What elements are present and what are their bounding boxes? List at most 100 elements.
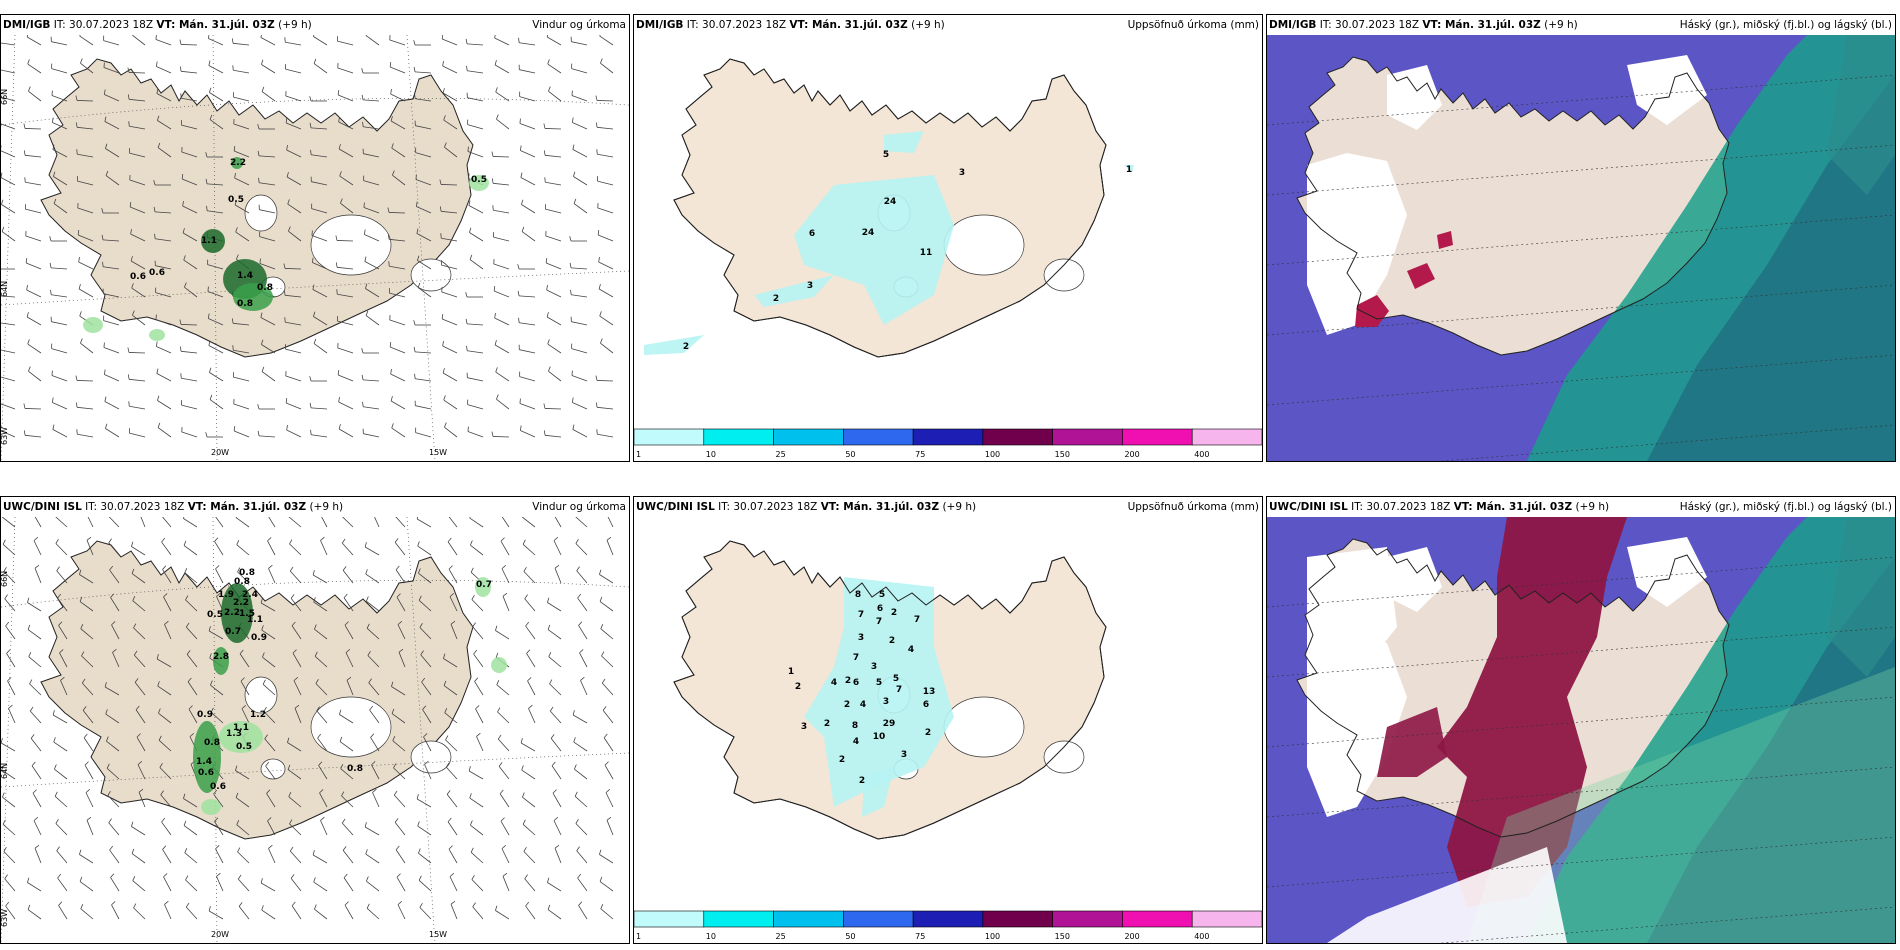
wind-barb — [365, 283, 380, 298]
wind-barb — [415, 201, 432, 214]
wind-barb — [492, 232, 510, 242]
wind-barb — [77, 229, 94, 242]
wind-barb — [314, 624, 328, 640]
precip-value-label: 2.2 — [233, 598, 249, 608]
wind-barb — [390, 116, 406, 130]
lon-label: 20W — [211, 448, 229, 457]
precip-value-label: 24 — [884, 197, 897, 207]
wind-barb — [261, 339, 276, 354]
precip-value-label: 3 — [901, 750, 907, 760]
map-panel-wind-1: DMI/IGB IT: 30.07.2023 18Z VT: Mán. 31.j… — [0, 14, 630, 462]
panel-header: UWC/DINI ISL IT: 30.07.2023 18Z VT: Mán.… — [1, 497, 629, 517]
panel-model: UWC/DINI ISL — [636, 501, 715, 513]
wind-barb — [236, 540, 250, 556]
wind-barb — [283, 290, 302, 298]
wind-barb — [546, 35, 562, 46]
wind-barb — [598, 257, 614, 270]
precip-value-label: 0.8 — [257, 283, 273, 293]
panel-run-info: DMI/IGB IT: 30.07.2023 18Z VT: Mán. 31.j… — [3, 15, 312, 35]
wind-barb — [241, 705, 250, 724]
colorbar-label: 150 — [1055, 450, 1070, 459]
precip-value-label: 6 — [809, 229, 815, 239]
wind-barb — [372, 788, 380, 808]
panel-vt: VT: Mán. 31.júl. 03Z — [1453, 501, 1573, 513]
wind-barb — [391, 143, 406, 158]
wind-barb — [185, 622, 198, 640]
precip-value-label: 0.7 — [225, 627, 241, 637]
wind-barb — [339, 709, 354, 724]
precip-value-label: 0.6 — [210, 782, 226, 792]
precip-value-label: 0.8 — [239, 568, 255, 578]
wind-barb — [188, 705, 198, 724]
wind-barb — [554, 844, 562, 864]
wind-barb — [205, 178, 224, 186]
wind-barb — [496, 680, 510, 696]
wind-barb — [138, 788, 146, 808]
wind-barb — [521, 226, 536, 242]
wind-barb — [366, 596, 380, 612]
wind-barb — [599, 311, 614, 326]
wind-barb — [494, 60, 510, 74]
wind-barb — [449, 593, 458, 612]
precip-area — [83, 317, 103, 333]
wind-barb — [285, 371, 302, 382]
wind-barb — [466, 65, 484, 74]
wind-barb — [468, 200, 484, 214]
wind-barb — [33, 817, 42, 836]
wind-barb — [259, 231, 276, 242]
wind-barb — [315, 678, 328, 696]
wind-barb — [362, 401, 380, 410]
wind-barb — [366, 876, 380, 892]
wind-barb — [339, 171, 354, 186]
wind-barb — [180, 373, 198, 382]
wind-barb — [105, 709, 120, 724]
wind-barb — [319, 789, 328, 808]
wind-barb — [493, 285, 510, 298]
wind-barb — [261, 59, 276, 74]
precip-value-label: 1.4 — [196, 757, 212, 767]
wind-barb — [448, 517, 458, 528]
wind-barb — [260, 878, 276, 892]
lat-label: 66N — [1, 571, 9, 587]
wind-barb — [362, 148, 380, 158]
wind-barb — [548, 86, 562, 102]
wind-barb — [34, 517, 42, 528]
wind-barb — [573, 737, 588, 752]
wind-barb — [185, 902, 198, 920]
wind-barb — [337, 89, 354, 102]
wind-barb — [289, 846, 302, 864]
wind-barb — [180, 93, 198, 102]
wind-barb — [179, 319, 198, 326]
wind-barb — [105, 170, 120, 186]
wind-barb — [183, 793, 198, 808]
wind-barb — [441, 313, 458, 326]
colorbar-segment — [982, 910, 1053, 928]
wind-barb — [155, 61, 172, 74]
wind-barb — [494, 35, 510, 46]
wind-barb — [502, 872, 510, 892]
wind-barb — [158, 735, 172, 752]
wind-barb — [465, 318, 484, 326]
map-panel-cloud-1: DMI/IGB IT: 30.07.2023 18Z VT: Mán. 31.j… — [1266, 14, 1896, 462]
wind-barb — [207, 259, 224, 270]
wind-barb — [112, 648, 120, 668]
wind-barb — [442, 88, 458, 102]
wind-barb — [1, 322, 16, 326]
map-canvas — [1267, 35, 1895, 461]
wind-barb — [102, 288, 120, 298]
wind-barb — [81, 651, 94, 668]
wind-barb — [604, 761, 614, 780]
wind-barb — [284, 37, 302, 46]
precip-value-label: 7 — [858, 610, 864, 620]
wind-barb — [519, 91, 536, 102]
wind-barb — [492, 205, 510, 214]
wind-barb — [601, 651, 614, 668]
colorbar-label: 150 — [1055, 932, 1070, 941]
lon-label: 15W — [429, 448, 447, 457]
wind-barb — [493, 259, 510, 270]
wind-barb — [128, 148, 146, 158]
colorbar-label: 1 — [636, 450, 641, 459]
wind-barb — [283, 263, 302, 270]
wind-barb — [259, 258, 276, 270]
wind-barb — [342, 846, 354, 864]
